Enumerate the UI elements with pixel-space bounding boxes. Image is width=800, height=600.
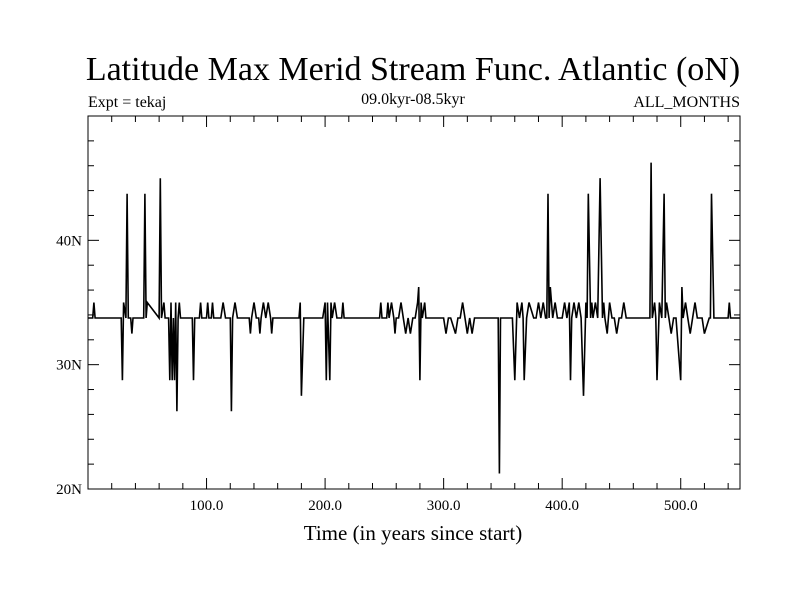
plot-frame (87, 115, 741, 490)
x-tick-label: 300.0 (427, 498, 461, 514)
y-tick-label: 40N (56, 233, 82, 249)
subtitle-left: Expt = tekaj (88, 94, 166, 111)
x-tick-label: 400.0 (545, 498, 579, 514)
x-tick-label: 200.0 (308, 498, 342, 514)
subtitle-center: 09.0kyr-08.5kyr (361, 91, 465, 108)
x-tick-label: 100.0 (190, 498, 224, 514)
y-tick-label: 20N (56, 482, 82, 498)
x-axis-label: Time (in years since start) (304, 521, 523, 545)
series-line (88, 162, 740, 474)
subtitle-right: ALL_MONTHS (633, 94, 740, 111)
axis-tick-labels: 100.0 200.0 300.0 400.0 500.0 20N 30N 40N (56, 233, 697, 514)
axis-ticks (88, 116, 740, 489)
y-tick-label: 30N (56, 358, 82, 374)
x-tick-label: 500.0 (664, 498, 698, 514)
chart-title: Latitude Max Merid Stream Func. Atlantic… (86, 51, 740, 88)
